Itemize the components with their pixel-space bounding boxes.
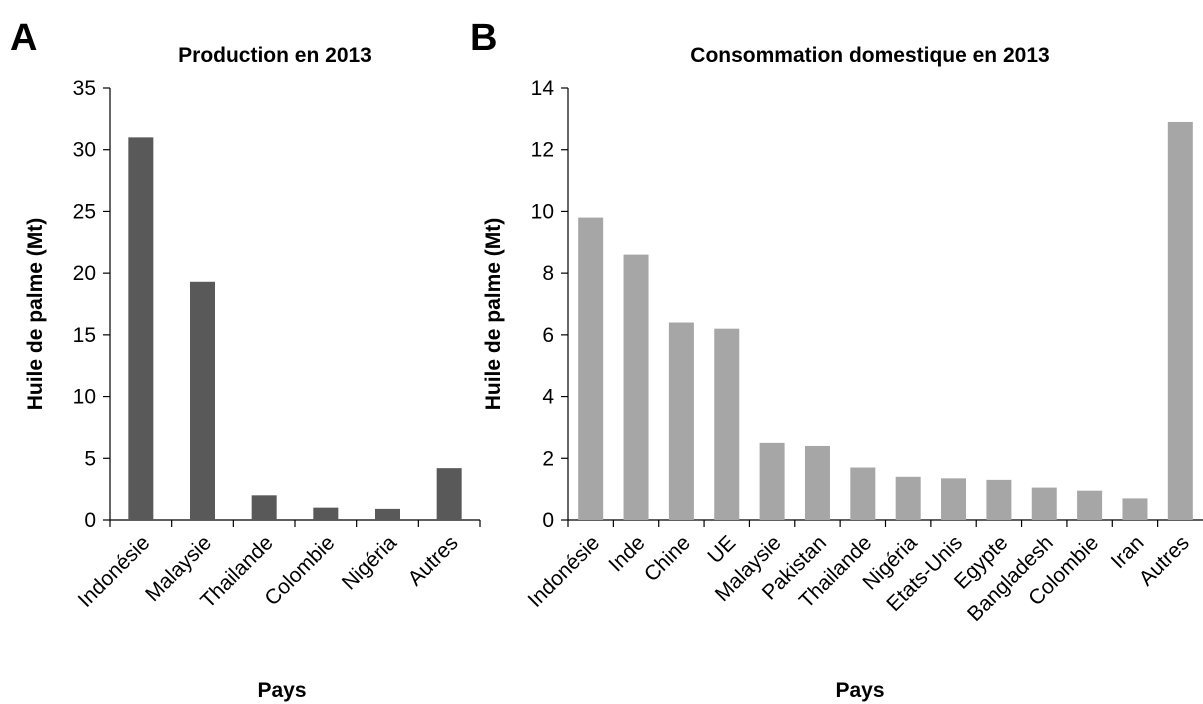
x-category-label: Chine xyxy=(640,531,695,586)
x-axis-label: Pays xyxy=(257,679,306,702)
bar-inde xyxy=(623,254,649,520)
bar-malaysie xyxy=(190,281,215,520)
bar-chine xyxy=(668,322,694,520)
y-tick-label: 4 xyxy=(542,386,554,409)
y-tick-label: 8 xyxy=(542,262,554,285)
x-category-label: Nigéria xyxy=(338,531,402,595)
y-tick-label: 0 xyxy=(84,509,96,532)
bar-autres xyxy=(436,468,462,520)
bar-indon-sie xyxy=(128,137,154,520)
y-tick-label: 5 xyxy=(84,447,96,470)
panel-letter: B xyxy=(470,17,497,59)
bar-thailande xyxy=(251,495,277,520)
bar-pakistan xyxy=(804,445,830,520)
y-axis-label: Huile de palme (Mt) xyxy=(482,218,505,411)
y-tick-label: 10 xyxy=(73,386,96,409)
bar-indon-sie xyxy=(578,217,604,520)
bar-etats-unis xyxy=(941,478,967,520)
bar-malaysie xyxy=(759,442,785,520)
chart-title: Consommation domestique en 2013 xyxy=(690,44,1049,67)
y-tick-label: 10 xyxy=(531,200,554,223)
bar-egypte xyxy=(986,479,1012,520)
bar-iran xyxy=(1122,498,1148,520)
bar-nig-ria xyxy=(375,508,400,520)
x-axis-label: Pays xyxy=(835,679,884,702)
bar-nig-ria xyxy=(895,476,921,520)
y-tick-label: 35 xyxy=(73,77,96,100)
y-axis-label: Huile de palme (Mt) xyxy=(24,218,47,411)
y-tick-label: 14 xyxy=(531,77,555,100)
chart-title: Production en 2013 xyxy=(178,44,372,67)
y-tick-label: 30 xyxy=(73,139,96,162)
x-category-label: Autres xyxy=(1135,531,1194,590)
y-tick-label: 20 xyxy=(73,262,96,285)
bar-colombie xyxy=(1077,490,1103,520)
y-tick-label: 6 xyxy=(542,324,554,347)
x-category-label: Autres xyxy=(404,531,463,590)
bar-colombie xyxy=(313,507,339,520)
bar-bangladesh xyxy=(1031,487,1057,520)
bar-thailande xyxy=(850,467,876,520)
y-tick-label: 15 xyxy=(73,324,96,347)
bar-ue xyxy=(714,328,740,520)
bar-autres xyxy=(1167,121,1193,520)
x-category-label: Indonésie xyxy=(524,531,605,612)
y-tick-label: 2 xyxy=(542,447,554,470)
x-category-label: UE xyxy=(703,531,740,568)
x-category-label: Indonésie xyxy=(74,531,155,612)
y-tick-label: 12 xyxy=(531,139,554,162)
panel-letter: A xyxy=(10,17,37,59)
y-tick-label: 25 xyxy=(73,200,96,223)
y-tick-label: 0 xyxy=(542,509,554,532)
